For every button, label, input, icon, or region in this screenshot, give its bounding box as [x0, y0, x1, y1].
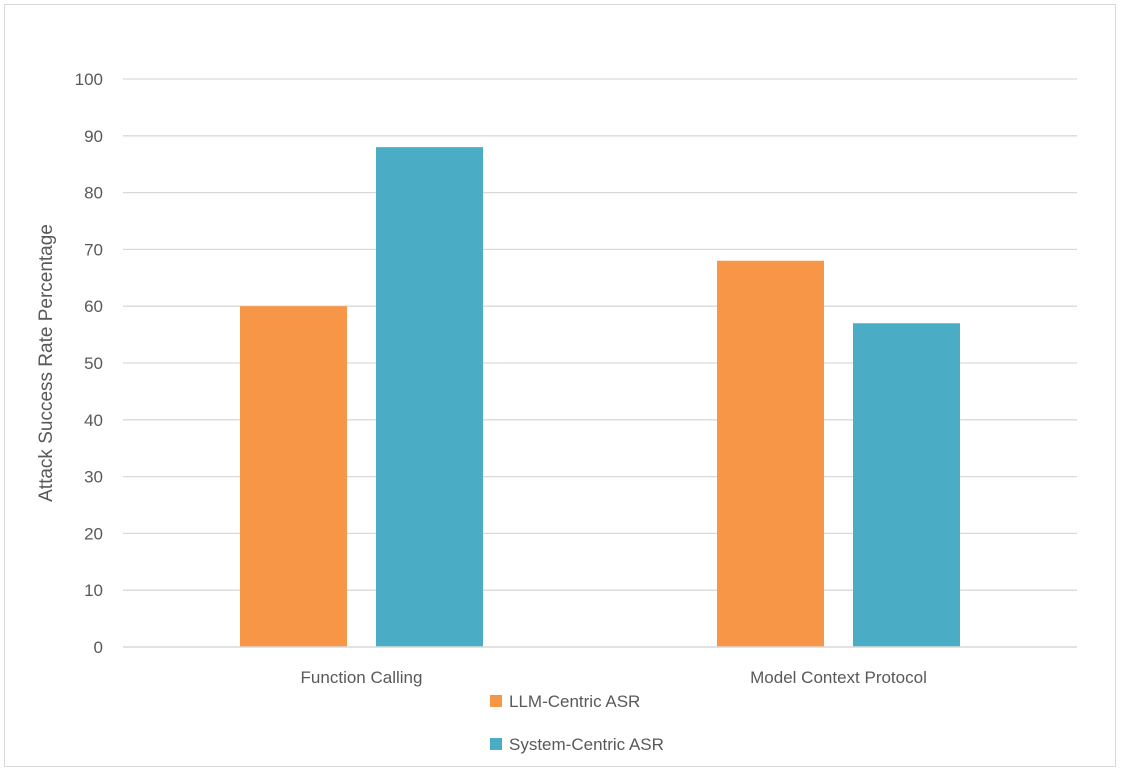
legend-label: LLM-Centric ASR — [509, 692, 640, 711]
bar-system-centric-asr-function-calling — [376, 147, 483, 647]
y-tick-label: 40 — [84, 411, 103, 430]
y-axis-ticks: 0 10 20 30 40 50 60 70 80 90 100 — [75, 70, 103, 657]
bar-llm-centric-asr-function-calling — [240, 306, 347, 647]
bar-system-centric-asr-model-context-protocol — [853, 323, 960, 647]
bar-llm-centric-asr-model-context-protocol — [717, 260, 824, 647]
y-tick-label: 20 — [84, 524, 103, 543]
y-tick-label: 80 — [84, 184, 103, 203]
bars — [240, 147, 960, 647]
y-tick-label: 60 — [84, 297, 103, 316]
legend: LLM-Centric ASR System-Centric ASR — [490, 692, 664, 754]
x-axis: Function Calling Model Context Protocol — [123, 646, 1077, 687]
legend-label: System-Centric ASR — [509, 735, 664, 754]
y-tick-label: 50 — [84, 354, 103, 373]
y-tick-label: 90 — [84, 127, 103, 146]
y-axis-title: Attack Success Rate Percentage — [36, 224, 57, 502]
y-tick-label: 30 — [84, 468, 103, 487]
legend-swatch — [490, 738, 502, 750]
y-tick-label: 70 — [84, 240, 103, 259]
legend-swatch — [490, 695, 502, 707]
y-tick-label: 10 — [84, 581, 103, 600]
y-tick-label: 0 — [94, 638, 103, 657]
x-tick-label: Model Context Protocol — [750, 668, 927, 687]
x-tick-label: Function Calling — [301, 668, 423, 687]
y-tick-label: 100 — [75, 70, 103, 89]
